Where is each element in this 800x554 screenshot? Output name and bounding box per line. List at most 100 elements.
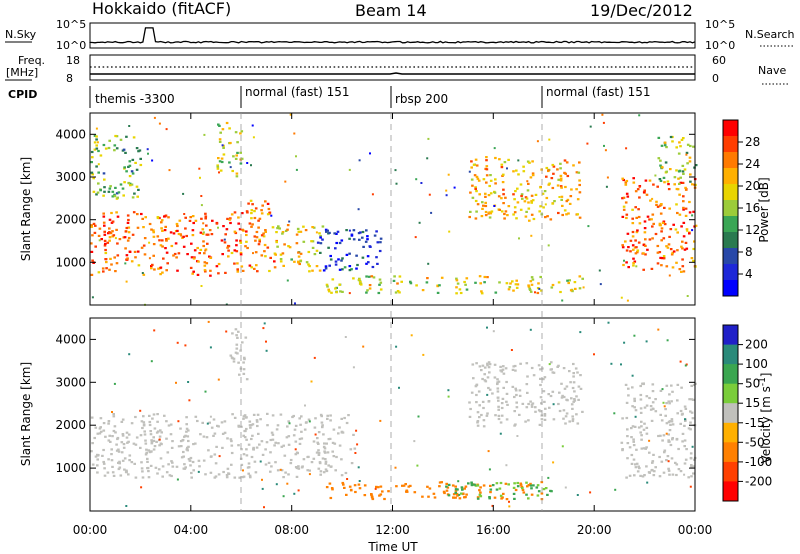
data-cell bbox=[514, 389, 518, 392]
data-cell bbox=[183, 435, 186, 438]
data-cell bbox=[633, 474, 636, 477]
data-cell bbox=[671, 437, 674, 440]
data-cell bbox=[234, 231, 238, 235]
data-cell bbox=[118, 238, 122, 241]
data-cell bbox=[130, 170, 134, 173]
data-cell bbox=[90, 225, 94, 228]
data-cell bbox=[418, 221, 421, 224]
data-cell bbox=[504, 367, 508, 370]
data-cell bbox=[127, 473, 130, 476]
data-cell bbox=[681, 170, 685, 173]
data-cell bbox=[91, 463, 95, 466]
data-cell bbox=[680, 413, 684, 416]
data-cell bbox=[318, 269, 322, 272]
data-cell bbox=[426, 277, 429, 280]
data-cell bbox=[289, 462, 293, 465]
data-cell bbox=[108, 236, 112, 239]
data-cell bbox=[243, 356, 246, 359]
data-cell bbox=[253, 210, 256, 213]
data-cell bbox=[111, 195, 115, 198]
data-cell bbox=[576, 422, 580, 425]
data-cell bbox=[564, 415, 568, 418]
data-cell bbox=[493, 205, 496, 207]
data-cell bbox=[262, 232, 265, 235]
data-cell bbox=[544, 216, 547, 219]
data-cell bbox=[552, 418, 556, 421]
data-cell bbox=[566, 279, 569, 282]
x-tick-label: 20:00 bbox=[577, 523, 612, 537]
data-cell bbox=[693, 240, 696, 243]
data-cell bbox=[95, 127, 98, 130]
data-cell bbox=[113, 425, 117, 428]
data-cell bbox=[279, 468, 282, 471]
data-cell bbox=[106, 471, 110, 474]
data-cell bbox=[569, 289, 573, 292]
data-cell bbox=[132, 211, 136, 214]
data-cell bbox=[293, 492, 296, 495]
data-cell bbox=[341, 481, 345, 485]
data-cell bbox=[459, 291, 463, 295]
data-cell bbox=[644, 244, 647, 247]
data-cell bbox=[258, 443, 261, 446]
data-cell bbox=[248, 424, 252, 427]
data-cell bbox=[605, 185, 608, 188]
data-cell bbox=[344, 336, 347, 338]
data-cell bbox=[690, 464, 693, 467]
data-cell bbox=[203, 264, 207, 267]
data-cell bbox=[686, 162, 689, 165]
data-cell bbox=[237, 330, 240, 333]
data-cell bbox=[121, 418, 125, 421]
data-cell bbox=[111, 465, 114, 468]
data-cell bbox=[675, 473, 678, 477]
data-cell bbox=[631, 235, 635, 238]
data-cell bbox=[286, 482, 289, 485]
data-cell bbox=[517, 173, 520, 176]
data-cell bbox=[357, 483, 361, 486]
data-cell bbox=[628, 446, 632, 449]
data-cell bbox=[539, 205, 542, 208]
data-cell bbox=[473, 174, 477, 177]
data-cell bbox=[150, 439, 153, 442]
data-cell bbox=[322, 471, 326, 474]
data-cell bbox=[201, 232, 205, 235]
data-cell bbox=[631, 386, 634, 389]
data-cell bbox=[324, 460, 328, 463]
data-cell bbox=[95, 135, 98, 138]
data-cell bbox=[177, 232, 181, 236]
data-cell bbox=[97, 271, 101, 274]
data-cell bbox=[244, 245, 247, 248]
data-cell bbox=[308, 469, 311, 472]
data-cell bbox=[123, 457, 127, 460]
data-cell bbox=[691, 229, 694, 232]
data-cell bbox=[433, 496, 437, 499]
data-cell bbox=[516, 435, 519, 437]
data-cell bbox=[483, 281, 486, 284]
data-cell bbox=[668, 402, 671, 405]
data-cell bbox=[688, 211, 692, 214]
data-cell bbox=[330, 487, 334, 490]
data-cell bbox=[661, 439, 664, 442]
data-cell bbox=[668, 393, 671, 396]
cpid-segment-label: themis -3300 bbox=[95, 92, 175, 106]
data-cell bbox=[634, 190, 638, 193]
data-cell bbox=[681, 240, 684, 243]
data-cell bbox=[244, 416, 248, 419]
data-cell bbox=[663, 181, 666, 184]
data-cell bbox=[152, 436, 155, 439]
data-cell bbox=[643, 406, 647, 409]
data-cell bbox=[250, 209, 254, 212]
data-cell bbox=[237, 424, 240, 427]
data-cell bbox=[190, 256, 194, 259]
data-cell bbox=[659, 389, 663, 392]
data-cell bbox=[542, 390, 546, 393]
data-cell bbox=[335, 455, 338, 459]
data-cell bbox=[375, 230, 378, 233]
data-cell bbox=[358, 159, 361, 162]
data-cell bbox=[208, 229, 212, 232]
data-cell bbox=[635, 246, 638, 249]
data-cell bbox=[161, 229, 164, 232]
data-cell bbox=[516, 485, 520, 488]
data-cell bbox=[115, 192, 119, 195]
data-cell bbox=[140, 420, 144, 423]
data-cell bbox=[620, 296, 623, 299]
